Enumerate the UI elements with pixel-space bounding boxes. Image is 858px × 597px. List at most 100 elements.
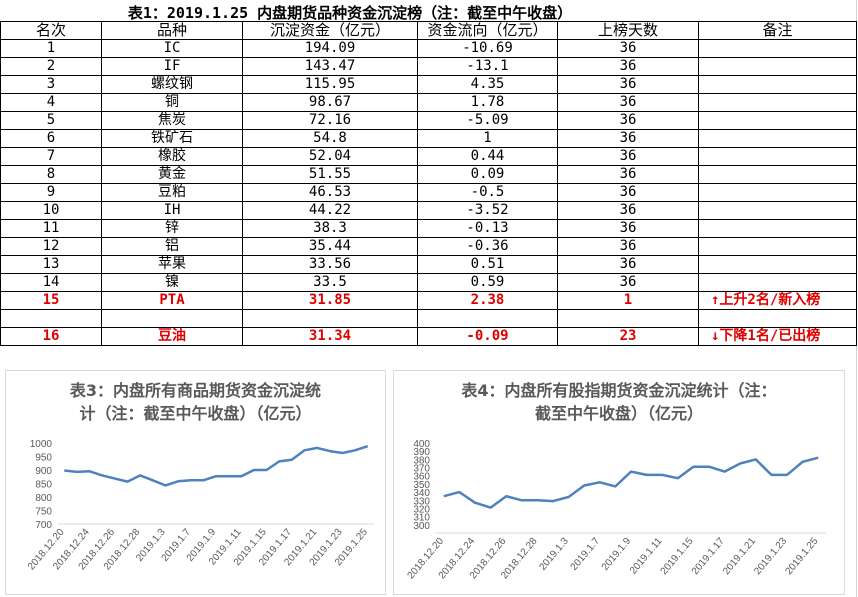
note-cell[interactable] (698, 93, 857, 112)
days-cell[interactable]: 36 (557, 75, 699, 94)
days-cell[interactable]: 36 (557, 273, 699, 292)
fund-cell[interactable]: 44.22 (242, 201, 418, 220)
commodity-fund-chart[interactable]: 表3：内盘所有商品期货资金沉淀统 计（注：截至中午收盘）（亿元） 700 750 8… (5, 370, 386, 595)
note-cell[interactable] (698, 183, 857, 202)
days-header[interactable]: 上榜天数 (557, 21, 699, 40)
note-cell[interactable]: ↓下降1名/已出榜 (698, 327, 857, 346)
fund-cell[interactable]: 194.09 (242, 39, 418, 58)
days-cell[interactable]: 36 (557, 255, 699, 274)
rank-cell[interactable]: 12 (0, 237, 102, 256)
name-cell[interactable]: 铁矿石 (101, 129, 243, 148)
fund-cell[interactable]: 98.67 (242, 93, 418, 112)
days-cell[interactable]: 36 (557, 165, 699, 184)
name-cell[interactable]: 黄金 (101, 165, 243, 184)
rank-cell[interactable]: 2 (0, 57, 102, 76)
days-cell[interactable]: 36 (557, 39, 699, 58)
fund-cell[interactable]: 143.47 (242, 57, 418, 76)
name-cell[interactable]: IC (101, 39, 243, 58)
days-cell[interactable]: 36 (557, 111, 699, 130)
flow-cell[interactable]: -10.69 (417, 39, 558, 58)
days-cell[interactable]: 36 (557, 219, 699, 238)
note-cell[interactable] (698, 39, 857, 58)
name-cell[interactable]: 铜 (101, 93, 243, 112)
rank-cell[interactable]: 1 (0, 39, 102, 58)
fund-cell[interactable]: 51.55 (242, 165, 418, 184)
note-cell[interactable] (698, 219, 857, 238)
name-cell[interactable]: 锌 (101, 219, 243, 238)
rank-cell[interactable]: 9 (0, 183, 102, 202)
rank-cell[interactable]: 5 (0, 111, 102, 130)
flow-cell[interactable]: -5.09 (417, 111, 558, 130)
note-cell[interactable]: ↑上升2名/新入榜 (698, 291, 857, 310)
note-cell[interactable] (698, 165, 857, 184)
fund-cell[interactable]: 31.85 (242, 291, 418, 310)
name-cell[interactable]: 豆油 (101, 327, 243, 346)
note-header[interactable]: 备注 (698, 21, 857, 40)
rank-cell[interactable]: 3 (0, 75, 102, 94)
rank-header[interactable]: 名次 (0, 21, 102, 40)
name-cell[interactable]: 焦炭 (101, 111, 243, 130)
rank-cell[interactable]: 11 (0, 219, 102, 238)
empty-cell[interactable] (242, 309, 418, 328)
days-cell[interactable]: 23 (557, 327, 699, 346)
days-cell[interactable]: 36 (557, 147, 699, 166)
rank-cell[interactable]: 16 (0, 327, 102, 346)
flow-header[interactable]: 资金流向（亿元） (417, 21, 558, 40)
days-cell[interactable]: 1 (557, 291, 699, 310)
fund-header[interactable]: 沉淀资金（亿元） (242, 21, 418, 40)
fund-cell[interactable]: 72.16 (242, 111, 418, 130)
empty-cell[interactable] (698, 309, 857, 328)
fund-cell[interactable]: 46.53 (242, 183, 418, 202)
flow-cell[interactable]: -0.13 (417, 219, 558, 238)
rank-cell[interactable]: 15 (0, 291, 102, 310)
flow-cell[interactable]: 0.09 (417, 165, 558, 184)
empty-cell[interactable] (0, 309, 102, 328)
rank-cell[interactable]: 14 (0, 273, 102, 292)
flow-cell[interactable]: -0.5 (417, 183, 558, 202)
fund-cell[interactable]: 33.56 (242, 255, 418, 274)
rank-cell[interactable]: 6 (0, 129, 102, 148)
flow-cell[interactable]: 1.78 (417, 93, 558, 112)
note-cell[interactable] (698, 237, 857, 256)
note-cell[interactable] (698, 129, 857, 148)
flow-cell[interactable]: -0.09 (417, 327, 558, 346)
rank-cell[interactable]: 4 (0, 93, 102, 112)
name-cell[interactable]: 镍 (101, 273, 243, 292)
name-cell[interactable]: 豆粕 (101, 183, 243, 202)
name-cell[interactable]: PTA (101, 291, 243, 310)
flow-cell[interactable]: -13.1 (417, 57, 558, 76)
empty-cell[interactable] (101, 309, 243, 328)
days-cell[interactable]: 36 (557, 93, 699, 112)
name-cell[interactable]: 苹果 (101, 255, 243, 274)
name-cell[interactable]: IF (101, 57, 243, 76)
name-cell[interactable]: 橡胶 (101, 147, 243, 166)
fund-cell[interactable]: 38.3 (242, 219, 418, 238)
rank-cell[interactable]: 10 (0, 201, 102, 220)
note-cell[interactable] (698, 201, 857, 220)
note-cell[interactable] (698, 147, 857, 166)
name-cell[interactable]: 螺纹钢 (101, 75, 243, 94)
rank-cell[interactable]: 8 (0, 165, 102, 184)
days-cell[interactable]: 36 (557, 237, 699, 256)
note-cell[interactable] (698, 75, 857, 94)
rank-cell[interactable]: 13 (0, 255, 102, 274)
empty-cell[interactable] (417, 309, 558, 328)
flow-cell[interactable]: 0.44 (417, 147, 558, 166)
empty-cell[interactable] (557, 309, 699, 328)
flow-cell[interactable]: 1 (417, 129, 558, 148)
fund-cell[interactable]: 115.95 (242, 75, 418, 94)
note-cell[interactable] (698, 57, 857, 76)
fund-cell[interactable]: 33.5 (242, 273, 418, 292)
days-cell[interactable]: 36 (557, 183, 699, 202)
note-cell[interactable] (698, 273, 857, 292)
fund-cell[interactable]: 35.44 (242, 237, 418, 256)
flow-cell[interactable]: -3.52 (417, 201, 558, 220)
days-cell[interactable]: 36 (557, 129, 699, 148)
rank-cell[interactable]: 7 (0, 147, 102, 166)
index-fund-chart[interactable]: 表4：内盘所有股指期货资金沉淀统计（注： 截至中午收盘）（亿元） 300 310 3… (393, 370, 845, 595)
flow-cell[interactable]: 2.38 (417, 291, 558, 310)
flow-cell[interactable]: -0.36 (417, 237, 558, 256)
fund-cell[interactable]: 31.34 (242, 327, 418, 346)
flow-cell[interactable]: 0.59 (417, 273, 558, 292)
